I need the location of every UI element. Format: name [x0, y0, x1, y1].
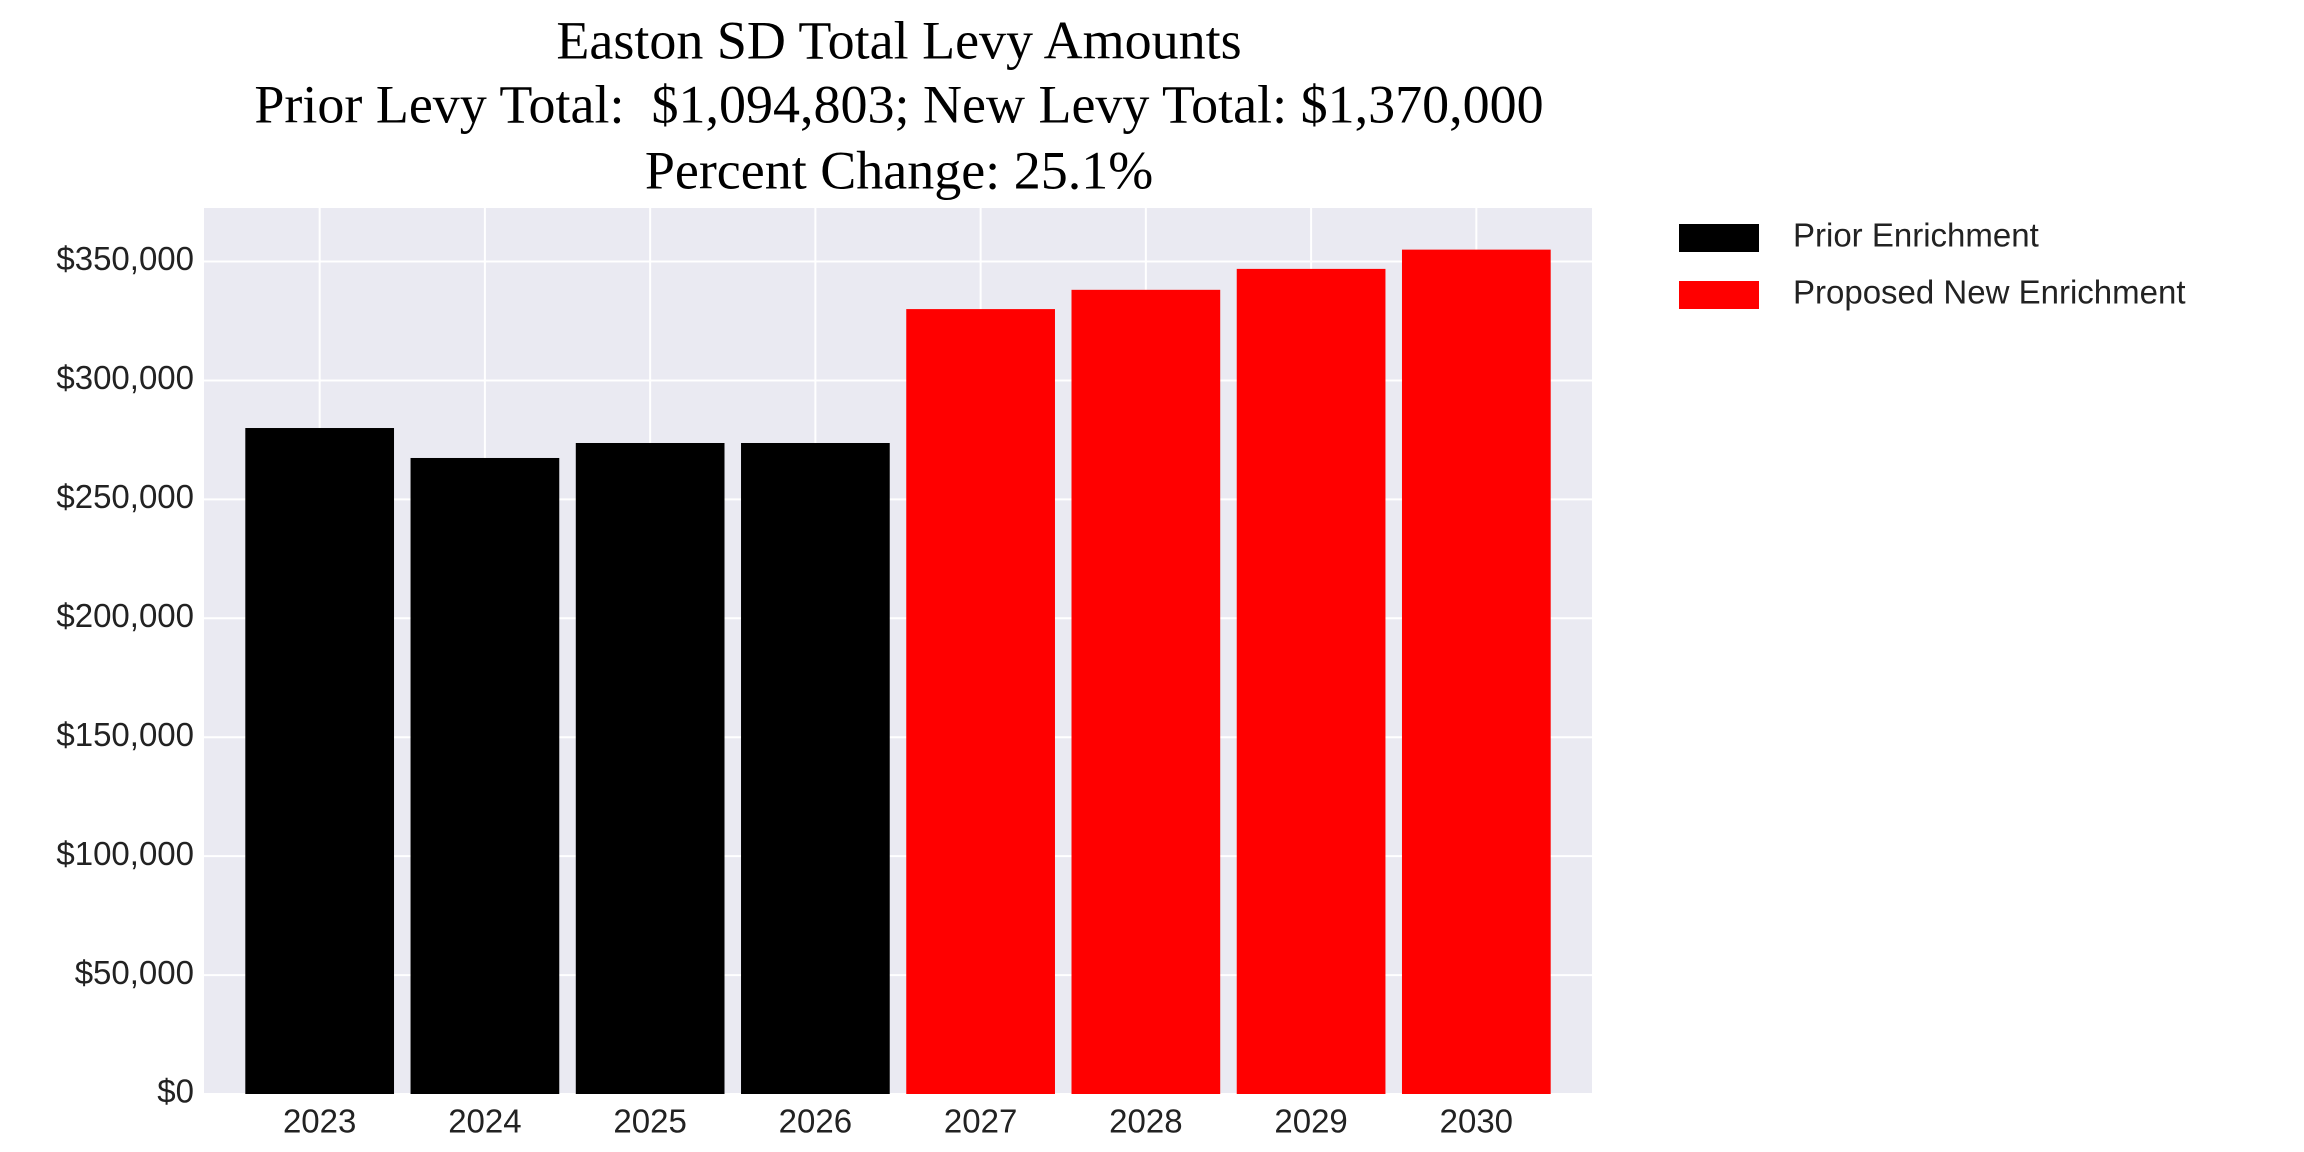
- chart-subtitle: Percent Change: 25.1%: [645, 140, 1153, 200]
- bar: [1071, 289, 1221, 1095]
- bar: [1401, 249, 1551, 1095]
- legend-label: Proposed New Enrichment: [1793, 274, 2186, 311]
- legend-label: Prior Enrichment: [1793, 217, 2039, 254]
- chart-subtitle: Prior Levy Total: $1,094,803; New Levy T…: [254, 74, 1543, 134]
- x-tick-label: 2024: [448, 1103, 521, 1140]
- y-tick-label: $350,000: [56, 240, 194, 277]
- bar: [245, 428, 395, 1094]
- chart-title: Easton SD Total Levy Amounts: [556, 10, 1241, 70]
- y-tick-label: $50,000: [75, 954, 194, 991]
- x-tick-label: 2028: [1109, 1103, 1182, 1140]
- y-tick-label: $200,000: [56, 597, 194, 634]
- y-tick-label: $100,000: [56, 835, 194, 872]
- y-tick-label: $0: [157, 1073, 194, 1110]
- bar: [906, 309, 1055, 1094]
- y-tick-label: $250,000: [56, 478, 194, 515]
- bar: [410, 457, 560, 1095]
- bar: [575, 442, 725, 1094]
- legend-swatch: [1679, 281, 1759, 309]
- y-tick-label: $150,000: [56, 716, 194, 753]
- x-tick-label: 2029: [1274, 1103, 1347, 1140]
- y-tick-label: $300,000: [56, 359, 194, 396]
- bar: [741, 442, 890, 1094]
- x-tick-label: 2027: [944, 1103, 1017, 1140]
- x-tick-label: 2030: [1440, 1103, 1513, 1140]
- x-tick-label: 2026: [779, 1103, 852, 1140]
- bar: [1236, 268, 1386, 1094]
- legend-swatch: [1679, 224, 1759, 252]
- x-tick-label: 2025: [613, 1103, 686, 1140]
- x-tick-label: 2023: [283, 1103, 356, 1140]
